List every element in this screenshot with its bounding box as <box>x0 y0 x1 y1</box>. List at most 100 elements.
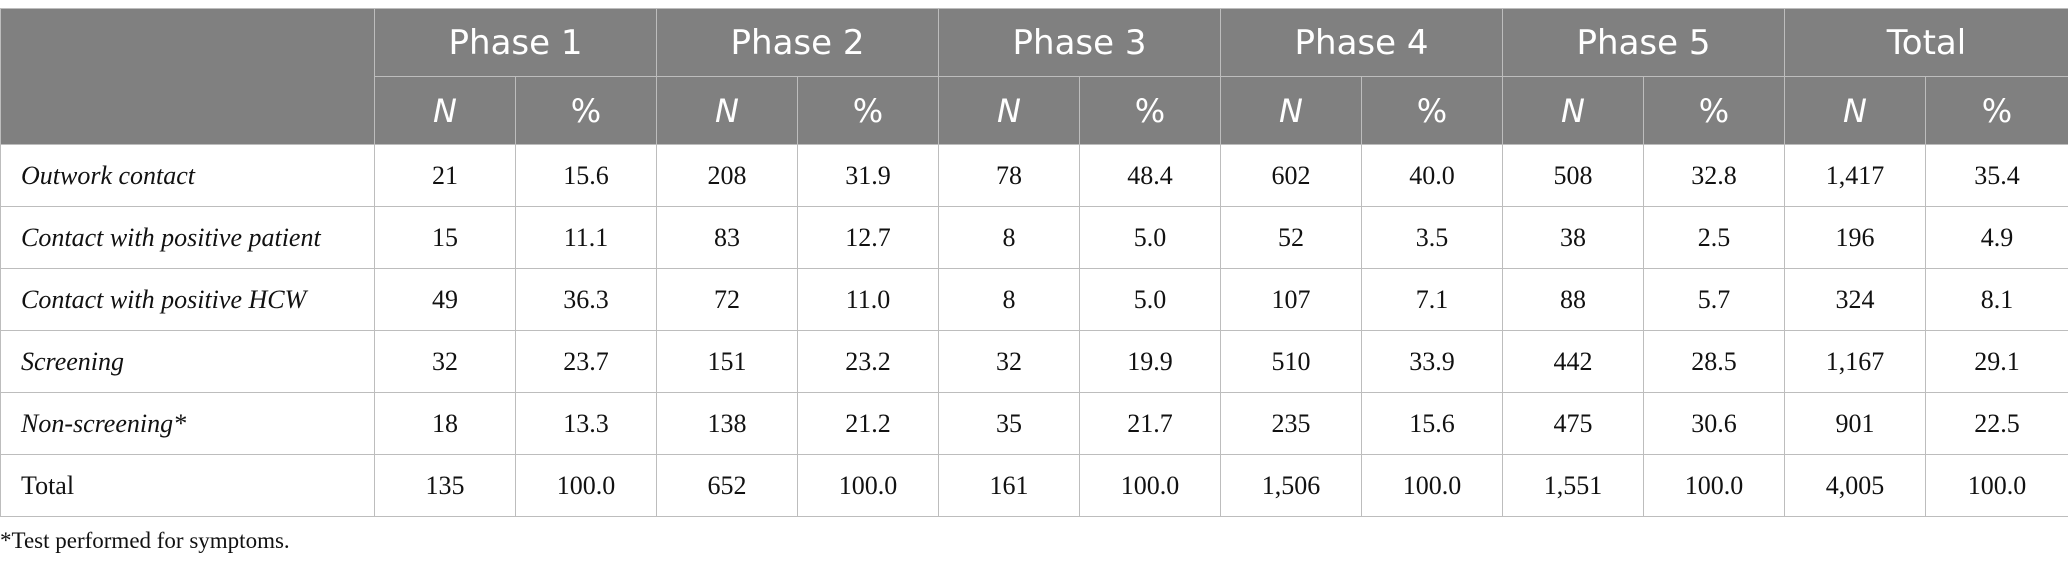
phase-header: Total <box>1784 8 2068 77</box>
percent-cell: 40.0 <box>1361 144 1503 207</box>
percent-cell: 4.9 <box>1925 206 2068 269</box>
n-column-header: N <box>1784 76 1926 145</box>
percent-cell: 23.2 <box>797 330 939 393</box>
n-column-header: N <box>656 76 798 145</box>
n-cell: 235 <box>1220 392 1362 455</box>
n-cell: 508 <box>1502 144 1644 207</box>
n-cell: 324 <box>1784 268 1926 331</box>
percent-cell: 3.5 <box>1361 206 1503 269</box>
percent-cell: 21.2 <box>797 392 939 455</box>
percent-cell: 2.5 <box>1643 206 1785 269</box>
n-cell: 72 <box>656 268 798 331</box>
row-label: Contact with positive HCW <box>0 268 375 331</box>
percent-cell: 11.1 <box>515 206 657 269</box>
header-corner-cell <box>0 8 375 145</box>
percent-cell: 5.7 <box>1643 268 1785 331</box>
n-cell: 135 <box>374 454 516 517</box>
row-label: Screening <box>0 330 375 393</box>
percent-cell: 21.7 <box>1079 392 1221 455</box>
n-cell: 32 <box>374 330 516 393</box>
n-cell: 510 <box>1220 330 1362 393</box>
n-cell: 8 <box>938 206 1080 269</box>
n-cell: 38 <box>1502 206 1644 269</box>
percent-cell: 5.0 <box>1079 268 1221 331</box>
n-cell: 32 <box>938 330 1080 393</box>
percent-cell: 30.6 <box>1643 392 1785 455</box>
percent-cell: 28.5 <box>1643 330 1785 393</box>
n-cell: 78 <box>938 144 1080 207</box>
n-cell: 107 <box>1220 268 1362 331</box>
n-cell: 475 <box>1502 392 1644 455</box>
percent-column-header: % <box>1361 76 1503 145</box>
table-row: Outwork contact 21 15.6 208 31.9 78 48.4 602 40.… <box>0 144 2068 207</box>
n-cell: 901 <box>1784 392 1926 455</box>
percent-cell: 100.0 <box>1079 454 1221 517</box>
n-cell: 15 <box>374 206 516 269</box>
n-cell: 88 <box>1502 268 1644 331</box>
table-body: Outwork contact 21 15.6 208 31.9 78 48.4 602 40.… <box>0 144 2068 517</box>
percent-cell: 100.0 <box>1361 454 1503 517</box>
n-cell: 1,417 <box>1784 144 1926 207</box>
percent-cell: 35.4 <box>1925 144 2068 207</box>
n-column-header: N <box>938 76 1080 145</box>
percent-cell: 7.1 <box>1361 268 1503 331</box>
n-column-header: N <box>1220 76 1362 145</box>
percent-cell: 31.9 <box>797 144 939 207</box>
percent-cell: 15.6 <box>515 144 657 207</box>
n-cell: 49 <box>374 268 516 331</box>
table-row: Screening 32 23.7 151 23.2 32 19.9 510 33.9 442 28… <box>0 330 2068 393</box>
percent-cell: 8.1 <box>1925 268 2068 331</box>
n-cell: 442 <box>1502 330 1644 393</box>
percent-column-header: % <box>1643 76 1785 145</box>
footnote: *Test performed for symptoms. <box>0 528 290 553</box>
n-cell: 208 <box>656 144 798 207</box>
n-cell: 1,506 <box>1220 454 1362 517</box>
percent-cell: 100.0 <box>515 454 657 517</box>
header-group-row: Phase 1 Phase 2 Phase 3 Phase 4 Phase 5 Total <box>0 8 2068 145</box>
data-table: Phase 1 Phase 2 Phase 3 Phase 4 Phase 5 Total… <box>0 8 2068 517</box>
table-row: Contact with positive patient 15 11.1 83 12.… <box>0 206 2068 269</box>
percent-cell: 32.8 <box>1643 144 1785 207</box>
table-row: Contact with positive HCW 49 36.3 72 11.0 8 5.… <box>0 268 2068 331</box>
percent-cell: 15.6 <box>1361 392 1503 455</box>
percent-cell: 100.0 <box>797 454 939 517</box>
n-cell: 652 <box>656 454 798 517</box>
row-label: Contact with positive patient <box>0 206 375 269</box>
percent-cell: 12.7 <box>797 206 939 269</box>
percent-cell: 33.9 <box>1361 330 1503 393</box>
percent-column-header: % <box>1079 76 1221 145</box>
phase-header: Phase 4 <box>1220 8 1503 77</box>
n-cell: 161 <box>938 454 1080 517</box>
n-column-header: N <box>1502 76 1644 145</box>
row-label: Non-screening* <box>0 392 375 455</box>
n-cell: 1,551 <box>1502 454 1644 517</box>
percent-cell: 11.0 <box>797 268 939 331</box>
n-cell: 602 <box>1220 144 1362 207</box>
percent-cell: 22.5 <box>1925 392 2068 455</box>
percent-column-header: % <box>1925 76 2068 145</box>
n-cell: 18 <box>374 392 516 455</box>
n-column-header: N <box>374 76 516 145</box>
phase-header: Phase 5 <box>1502 8 1785 77</box>
n-cell: 8 <box>938 268 1080 331</box>
table-row: Non-screening* 18 13.3 138 21.2 35 21.7 235 15.6… <box>0 392 2068 455</box>
percent-cell: 48.4 <box>1079 144 1221 207</box>
percent-cell: 5.0 <box>1079 206 1221 269</box>
percent-cell: 19.9 <box>1079 330 1221 393</box>
percent-cell: 23.7 <box>515 330 657 393</box>
percent-cell: 100.0 <box>1643 454 1785 517</box>
n-cell: 83 <box>656 206 798 269</box>
n-cell: 52 <box>1220 206 1362 269</box>
percent-column-header: % <box>515 76 657 145</box>
n-cell: 1,167 <box>1784 330 1926 393</box>
n-cell: 151 <box>656 330 798 393</box>
table-row: Total 135 100.0 652 100.0 161 100.0 1,506 100.0 1… <box>0 454 2068 517</box>
percent-cell: 13.3 <box>515 392 657 455</box>
phase-header: Phase 2 <box>656 8 939 77</box>
percent-cell: 100.0 <box>1925 454 2068 517</box>
header-sub-row: N% N% N% N% N% N% <box>1 76 2068 145</box>
n-cell: 35 <box>938 392 1080 455</box>
percent-cell: 29.1 <box>1925 330 2068 393</box>
row-label: Total <box>0 454 375 517</box>
percent-cell: 36.3 <box>515 268 657 331</box>
